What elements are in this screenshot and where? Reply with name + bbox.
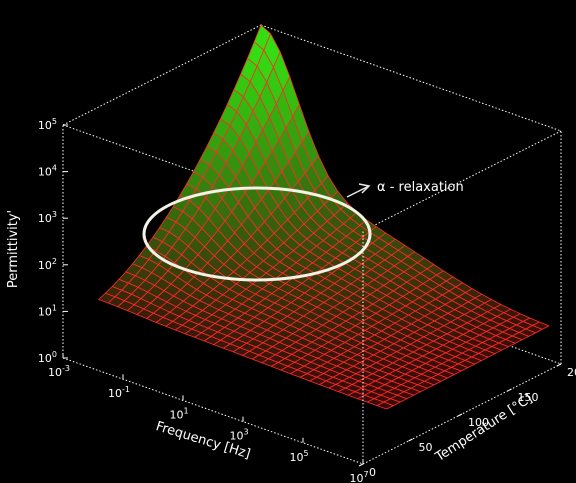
x-tick-label: 105	[289, 449, 308, 464]
z-tick-label: 104	[38, 164, 57, 179]
x-tick-label-exponent: 3	[243, 428, 248, 437]
annotation-label: α - relaxation	[377, 180, 464, 195]
box-edge	[62, 357, 364, 465]
y-tick-label: 200	[567, 366, 576, 379]
y-tick	[457, 413, 463, 417]
x-tick-label-base: 10	[108, 387, 122, 400]
alpha-relaxation-ellipse	[142, 186, 372, 282]
z-tick-label-exponent: 0	[52, 350, 57, 359]
x-tick-label: 10-1	[108, 385, 130, 400]
z-tick-label: 105	[38, 117, 57, 132]
x-tick-label-base: 10	[229, 430, 243, 443]
z-tick-label: 101	[38, 303, 57, 318]
x-tick-label-exponent: -1	[122, 385, 130, 394]
box-edge	[260, 24, 562, 132]
annotation-arrow-line	[346, 185, 370, 198]
x-tick-label: 107	[349, 470, 368, 483]
x-tick-label-exponent: 7	[363, 470, 368, 479]
z-tick-label-base: 10	[38, 259, 52, 272]
y-tick-label-base: 100	[468, 416, 489, 429]
x-tick-label-base: 10	[169, 408, 183, 421]
x-tick-label-exponent: -3	[62, 364, 70, 373]
z-tick-label: 103	[38, 210, 57, 225]
y-tick-label-base: 0	[369, 466, 376, 479]
surface-mesh	[98, 24, 550, 410]
z-tick-label-base: 10	[38, 352, 52, 365]
x-tick-label-exponent: 5	[303, 449, 308, 458]
bounding-box-front-edges	[62, 125, 562, 465]
x-tick-label: 103	[229, 428, 248, 443]
x-tick-label-base: 10	[349, 472, 363, 483]
x-tick-label: 10-3	[48, 364, 70, 379]
y-tick-label: 50	[419, 441, 433, 454]
y-tick-label: 0	[369, 466, 376, 479]
y-tick-label: 150	[518, 391, 539, 404]
z-tick-label: 102	[38, 257, 57, 272]
y-tick-label-base: 150	[518, 391, 539, 404]
z-tick-label-exponent: 5	[52, 117, 57, 126]
z-tick-label-exponent: 1	[52, 303, 57, 312]
y-tick	[358, 463, 364, 467]
z-tick-label-exponent: 4	[52, 164, 57, 173]
x-tick-label: 101	[169, 406, 188, 421]
z-tick-label: 100	[38, 350, 57, 365]
z-tick-label-base: 10	[38, 166, 52, 179]
y-tick-label-base: 50	[419, 441, 433, 454]
z-tick-label-base: 10	[38, 119, 52, 132]
x-tick-label-base: 10	[289, 451, 303, 464]
y-tick	[408, 438, 413, 442]
z-axis-title: Permittivity'	[6, 210, 21, 288]
x-tick-label-base: 10	[48, 366, 62, 379]
y-axis-title: Temperature [°C]	[432, 391, 535, 465]
y-tick-label-base: 200	[567, 366, 576, 379]
x-tick-label-exponent: 1	[183, 406, 188, 415]
y-tick	[507, 388, 512, 392]
y-tick-label: 100	[468, 416, 489, 429]
z-tick-label-base: 10	[38, 305, 52, 318]
z-tick-label-exponent: 2	[52, 257, 57, 266]
annotation-arrowhead	[358, 183, 371, 194]
z-tick-label-base: 10	[38, 212, 52, 225]
surface-cell	[376, 401, 394, 410]
y-tick	[556, 363, 562, 367]
z-tick-label-exponent: 3	[52, 210, 57, 219]
box-edge	[62, 124, 364, 232]
